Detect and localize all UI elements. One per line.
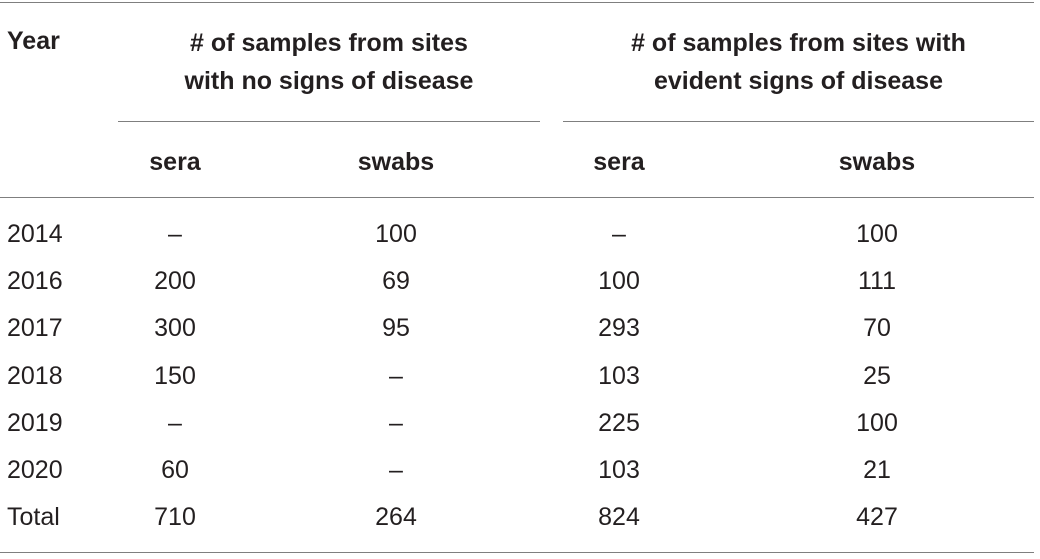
value-cell: 150: [154, 362, 196, 390]
year-cell: 2019: [7, 409, 63, 437]
value-cell: 264: [375, 503, 417, 531]
group-header-evident-signs-line1: # of samples from sites with: [631, 29, 966, 57]
year-cell: 2014: [7, 220, 63, 248]
group-header-no-signs: # of samples from sites with no signs of…: [118, 24, 540, 100]
subheader-sera-no-signs: sera: [149, 148, 201, 176]
year-cell: 2017: [7, 314, 63, 342]
value-cell: –: [389, 362, 403, 390]
year-cell: 2020: [7, 456, 63, 484]
value-cell: 225: [598, 409, 640, 437]
value-cell: 100: [375, 220, 417, 248]
value-cell: 200: [154, 267, 196, 295]
group-header-evident-signs: # of samples from sites with evident sig…: [563, 24, 1034, 100]
top-rule: [0, 2, 1034, 3]
group-rule-no-signs: [118, 121, 540, 122]
value-cell: 427: [856, 503, 898, 531]
value-cell: –: [168, 409, 182, 437]
subheader-swabs-evident: swabs: [838, 148, 916, 176]
group-rule-evident-signs: [563, 121, 1034, 122]
subheader-sera-evident: sera: [593, 148, 645, 176]
value-cell: 710: [154, 503, 196, 531]
value-cell: 69: [382, 267, 410, 295]
value-cell: 21: [863, 456, 891, 484]
group-header-evident-signs-line2: evident signs of disease: [654, 67, 943, 95]
value-cell: 95: [382, 314, 410, 342]
value-cell: 111: [857, 267, 897, 295]
value-cell: 824: [598, 503, 640, 531]
value-cell: 25: [863, 362, 891, 390]
value-cell: 100: [856, 409, 898, 437]
value-cell: 300: [154, 314, 196, 342]
year-cell: Total: [7, 503, 60, 531]
value-cell: 70: [863, 314, 891, 342]
group-header-no-signs-line2: with no signs of disease: [184, 67, 474, 95]
year-cell: 2016: [7, 267, 63, 295]
value-cell: –: [612, 220, 626, 248]
year-cell: 2018: [7, 362, 63, 390]
year-header: Year: [7, 27, 60, 55]
value-cell: 103: [598, 456, 640, 484]
value-cell: 100: [598, 267, 640, 295]
bottom-rule: [0, 552, 1034, 553]
value-cell: –: [389, 456, 403, 484]
value-cell: –: [389, 409, 403, 437]
header-bottom-rule: [0, 197, 1034, 198]
value-cell: 100: [856, 220, 898, 248]
value-cell: 60: [161, 456, 189, 484]
value-cell: 293: [598, 314, 640, 342]
group-header-no-signs-line1: # of samples from sites: [190, 29, 468, 57]
value-cell: 103: [598, 362, 640, 390]
subheader-swabs-no-signs: swabs: [357, 148, 435, 176]
value-cell: –: [168, 220, 182, 248]
